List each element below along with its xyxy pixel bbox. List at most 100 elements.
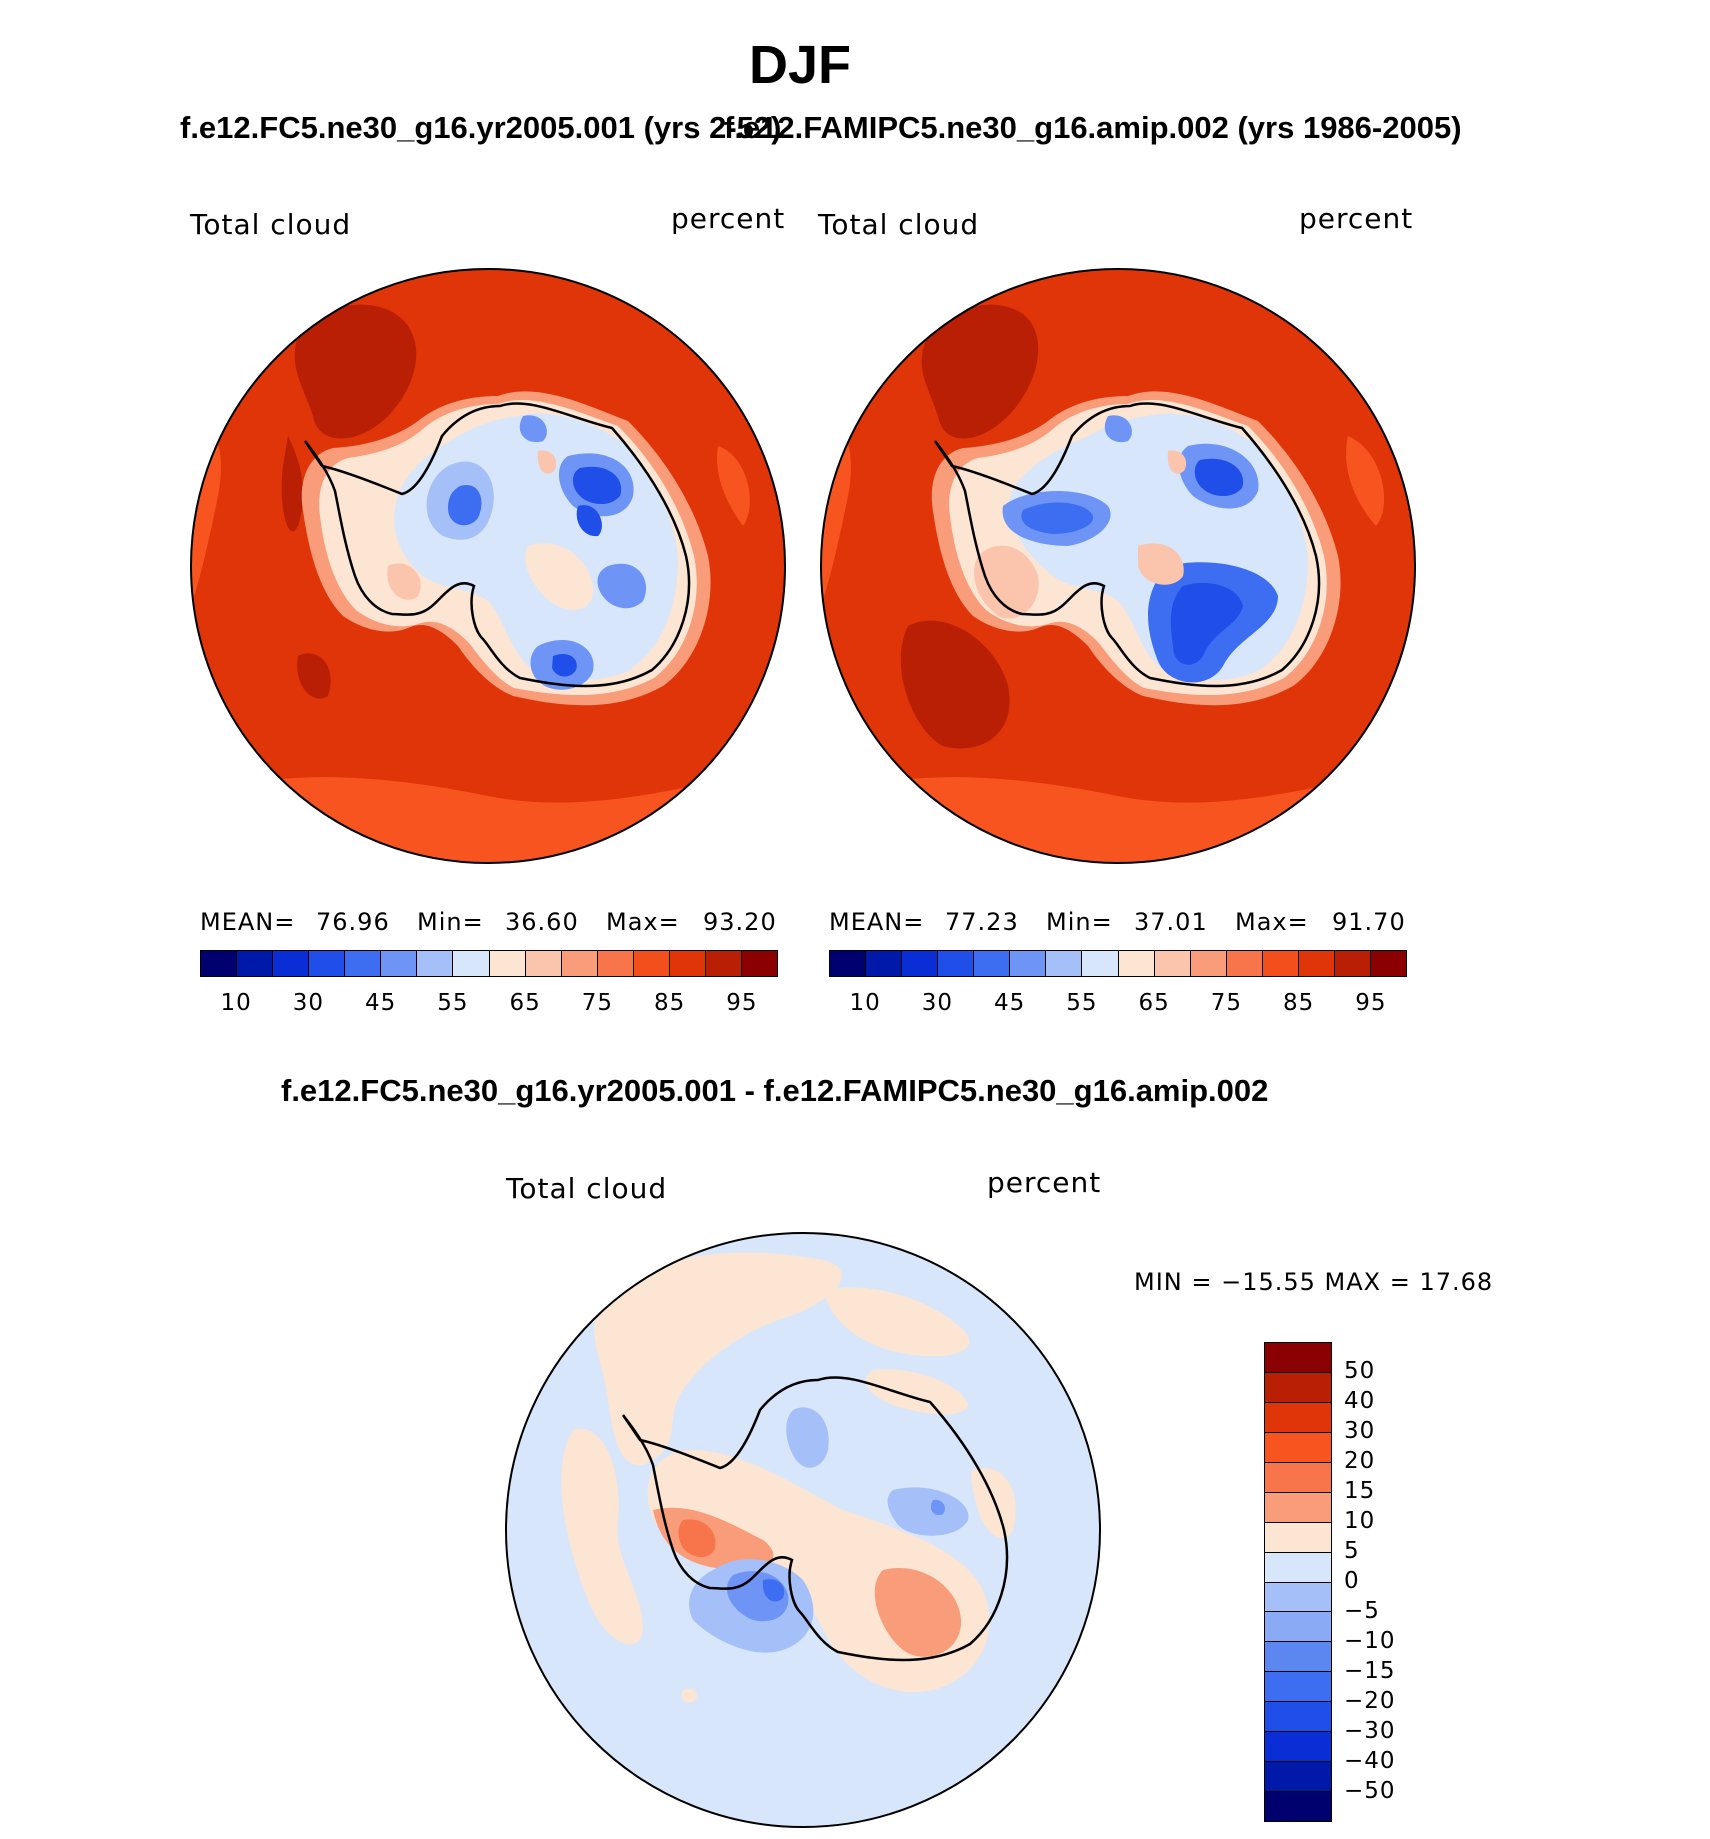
panel-2-min-label: Min= [1046, 908, 1113, 936]
colorbar-tick-label: −15 [1344, 1658, 1396, 1684]
colorbar-box [345, 951, 382, 976]
colorbar-box [1265, 1432, 1331, 1463]
colorbar-box [1265, 1402, 1331, 1433]
colorbar-box [1370, 951, 1406, 976]
colorbar-box [1265, 1612, 1331, 1643]
colorbar-tick-label: 20 [1344, 1448, 1376, 1474]
colorbar-tick-label: 30 [921, 990, 954, 1016]
panel-2-min-value: 37.01 [1134, 908, 1208, 936]
colorbar-tick-label: −20 [1344, 1688, 1396, 1714]
panel-1-case-title: f.e12.FC5.ne30_g16.yr2005.001 (yrs 2-52) [180, 110, 782, 145]
colorbar-tick-label: −10 [1344, 1628, 1396, 1654]
colorbar-box [525, 951, 562, 976]
colorbar-tick-label: −50 [1344, 1778, 1396, 1804]
colorbar-box [1334, 951, 1371, 976]
colorbar-tick-label: 0 [1344, 1568, 1360, 1594]
colorbar-tick-label: 30 [1344, 1418, 1376, 1444]
colorbar-box [741, 951, 777, 976]
colorbar-tick-label: 65 [509, 990, 541, 1016]
colorbar-box [1265, 1702, 1331, 1733]
colorbar-box [1190, 951, 1227, 976]
colorbar-box [237, 951, 274, 976]
colorbar-tick-label: 30 [292, 990, 325, 1016]
colorbar-box [1082, 951, 1119, 976]
colorbar-box [1265, 1642, 1331, 1673]
colorbar-box [1265, 1552, 1331, 1583]
colorbar-tick-label: −40 [1344, 1748, 1396, 1774]
panel-2-variable-label: Total cloud [818, 208, 980, 241]
colorbar-tick-label: 85 [653, 990, 686, 1016]
colorbar-box [633, 951, 670, 976]
colorbar-tick-label: 55 [437, 990, 469, 1016]
colorbar-box [1265, 1343, 1331, 1373]
colorbar-box [417, 951, 454, 976]
colorbar-tick-label: 55 [1066, 990, 1098, 1016]
colorbar-box [201, 951, 238, 976]
panel-2-mean-value: 77.23 [945, 908, 1019, 936]
colorbar-tick-label: 45 [993, 990, 1026, 1016]
colorbar-tick-label: 95 [1355, 990, 1387, 1016]
panel-1-max-label: Max= [606, 908, 680, 936]
colorbar-box [669, 951, 706, 976]
colorbar-box [597, 951, 634, 976]
panel-1-max-value: 93.20 [703, 908, 777, 936]
panel-1-polar-map [190, 268, 786, 864]
colorbar-tick-label: −30 [1344, 1718, 1396, 1744]
panel-2-polar-map [820, 268, 1416, 864]
colorbar-tick-label: 5 [1344, 1538, 1360, 1564]
colorbar-box [938, 951, 975, 976]
panel-2-units-label: percent [1299, 202, 1414, 235]
colorbar-box [705, 951, 742, 976]
colorbar-tick-label: −5 [1344, 1598, 1380, 1624]
colorbar-box [1265, 1762, 1331, 1793]
colorbar-box [902, 951, 939, 976]
colorbar-box [1046, 951, 1083, 976]
colorbar-box [1265, 1492, 1331, 1523]
colorbar-tick-label: 45 [364, 990, 397, 1016]
colorbar-box [1265, 1372, 1331, 1403]
colorbar-box [1118, 951, 1155, 976]
panel-1-colorbar [200, 950, 778, 977]
colorbar-box [1262, 951, 1299, 976]
colorbar-box [309, 951, 346, 976]
colorbar-box [1265, 1792, 1331, 1821]
colorbar-box [1010, 951, 1047, 976]
colorbar-tick-label: 50 [1344, 1358, 1376, 1384]
colorbar-box [1298, 951, 1335, 976]
colorbar-box [1226, 951, 1263, 976]
colorbar-box [273, 951, 310, 976]
colorbar-tick-label: 85 [1282, 990, 1315, 1016]
panel-1-variable-label: Total cloud [190, 208, 352, 241]
panel-2-max-label: Max= [1235, 908, 1309, 936]
colorbar-box [1265, 1672, 1331, 1703]
difference-units-label: percent [987, 1166, 1102, 1199]
panel-1-mean-label: MEAN= [200, 908, 296, 936]
colorbar-box [561, 951, 598, 976]
colorbar-box [1265, 1582, 1331, 1613]
colorbar-tick-label: 10 [849, 990, 881, 1016]
page-title: DJF [748, 35, 851, 95]
colorbar-box [381, 951, 418, 976]
difference-case-title: f.e12.FC5.ne30_g16.yr2005.001 - f.e12.FA… [281, 1073, 1269, 1108]
colorbar-tick-label: 15 [1344, 1478, 1376, 1504]
colorbar-box [974, 951, 1011, 976]
colorbar-tick-label: 65 [1138, 990, 1170, 1016]
colorbar-tick-label: 95 [726, 990, 758, 1016]
panel-1-min-value: 36.60 [505, 908, 579, 936]
panel-2-max-value: 91.70 [1332, 908, 1406, 936]
difference-minmax: MIN = −15.55 MAX = 17.68 [1134, 1268, 1494, 1296]
colorbar-box [453, 951, 490, 976]
difference-variable-label: Total cloud [506, 1172, 668, 1205]
colorbar-box [489, 951, 526, 976]
colorbar-tick-label: 75 [581, 990, 614, 1016]
colorbar-tick-label: 10 [1344, 1508, 1376, 1534]
colorbar-tick-label: 40 [1344, 1388, 1376, 1414]
difference-polar-map [505, 1232, 1101, 1828]
panel-1-min-label: Min= [417, 908, 484, 936]
colorbar-box [866, 951, 903, 976]
colorbar-box [1265, 1732, 1331, 1763]
colorbar-tick-label: 75 [1210, 990, 1243, 1016]
colorbar-box [1265, 1522, 1331, 1553]
difference-colorbar [1264, 1342, 1332, 1822]
panel-1-units-label: percent [671, 202, 786, 235]
